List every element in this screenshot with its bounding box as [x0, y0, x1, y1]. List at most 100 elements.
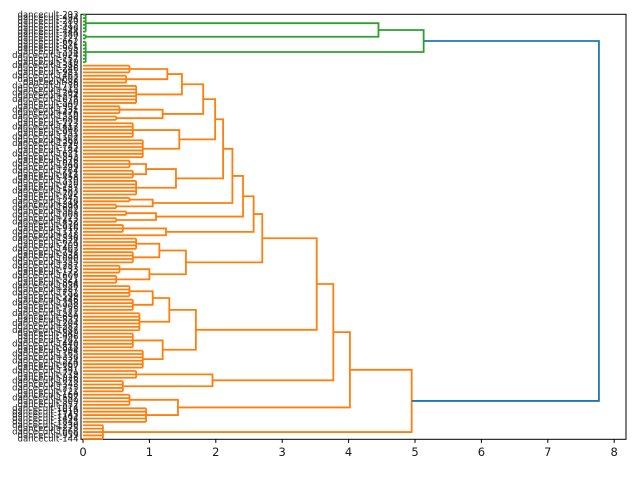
merge-link	[177, 331, 351, 409]
leaf-label: dancecult-127	[18, 34, 79, 44]
leaf-label: dancecult-689	[18, 115, 79, 125]
leaf-label: dancecult-1048	[12, 160, 78, 170]
leaf-label: dancecult-273	[18, 214, 79, 224]
merge-link	[136, 73, 183, 96]
leaf-label: dancecult-1417	[12, 122, 78, 132]
x-tick-label: 5	[411, 445, 418, 459]
leaf-label: dancecult-1068	[12, 428, 78, 438]
leaf-label: dancecult-394	[18, 200, 79, 210]
leaf-label: dancecult-852	[18, 400, 79, 410]
leaf-label: dancecult-1145	[12, 411, 78, 421]
x-tick-label: 0	[79, 445, 86, 459]
leaf-label: dancecult-137	[18, 183, 79, 193]
leaf-label: dancecult-197	[18, 363, 79, 373]
root-link-blue	[411, 40, 600, 402]
leaf-label: dancecult-599	[18, 292, 79, 302]
merge-link	[126, 68, 169, 81]
leaf-label: dancecult-871	[18, 41, 79, 51]
leaf-label: dancecult-446	[18, 295, 79, 305]
leaf-label: dancecult-415	[18, 85, 79, 95]
leaf-label: dancecult-494	[18, 14, 79, 24]
leaf-label: dancecult-348	[18, 231, 79, 241]
leaf-label: dancecult-1403	[12, 244, 78, 254]
leaf-label: dancecult-1752	[12, 289, 78, 299]
leaf-label: dancecult-779	[18, 370, 79, 380]
leaf-label: dancecult-611	[18, 170, 79, 180]
leaf-label: dancecult-382	[18, 322, 79, 332]
x-tick-label: 4	[345, 445, 352, 459]
leaf-label: dancecult-905	[18, 44, 79, 54]
leaf-label: dancecult-996	[18, 333, 79, 343]
leaf-label: dancecult-733	[18, 265, 79, 275]
leaf-label: dancecult-791	[18, 248, 79, 258]
leaf-label: dancecult-261	[18, 336, 79, 346]
leaf-label: dancecult-184	[18, 146, 79, 156]
leaf-label: dancecult-808	[18, 126, 79, 136]
leaf-label: dancecult-1687	[12, 326, 78, 336]
leaf-label: dancecult-496	[18, 24, 79, 34]
leaf-label: dancecult-951	[18, 129, 79, 139]
leaf-label: dancecult-540	[18, 99, 79, 109]
leaf-label: dancecult-380	[18, 31, 79, 41]
leaf-label: dancecult-1571	[12, 309, 78, 319]
leaf-label: dancecult-757	[18, 54, 79, 64]
merge-link	[149, 249, 187, 276]
leaf-label: dancecult-1299	[12, 139, 78, 149]
leaf-label: dancecult-1678	[12, 95, 78, 105]
leaf-label: dancecult-1699	[12, 204, 78, 214]
leaf-label: dancecult-1440	[12, 339, 78, 349]
leaf-label: dancecult-981	[18, 68, 79, 78]
leaf-label: dancecult-1204	[12, 319, 78, 329]
leaf-label: dancecult-246	[18, 65, 79, 75]
leaf-label: dancecult-959	[18, 431, 79, 441]
merge-link	[139, 297, 171, 323]
leaf-label: dancecult-833	[18, 316, 79, 326]
leaf-label: dancecult-160	[18, 390, 79, 400]
leaf-label: dancecult-1609	[12, 272, 78, 282]
leaf-label: dancecult-845	[18, 194, 79, 204]
leaf-label: dancecult-1730	[12, 82, 78, 92]
merge-link	[411, 40, 600, 402]
leaf-label: dancecult-1287	[12, 261, 78, 271]
leaf-label: dancecult-1452	[12, 217, 78, 227]
leaf-label: dancecult-938	[18, 251, 79, 261]
leaf-label: dancecult-519	[18, 58, 79, 68]
axes-spines	[80, 13, 627, 440]
leaf-label: dancecult-830	[18, 221, 79, 231]
leaf-label: dancecult-1165	[12, 350, 78, 360]
orange-cluster	[83, 64, 413, 440]
leaf-label: dancecult-876	[18, 156, 79, 166]
leaf-label: dancecult-1014	[12, 404, 78, 414]
merge-link	[85, 22, 380, 38]
x-tick-label: 8	[611, 445, 618, 459]
leaf-label: dancecult-458	[18, 173, 79, 183]
merge-link	[162, 308, 197, 351]
leaf-label: dancecult-1177	[12, 227, 78, 237]
merge-link	[116, 108, 164, 120]
leaf-label: dancecult-88	[23, 78, 79, 88]
leaf-label: dancecult-476	[18, 109, 79, 119]
leaf-label: dancecult-1090	[12, 255, 78, 265]
leaf-label: dancecult-1008	[12, 210, 78, 220]
merge-link	[166, 195, 255, 233]
leaf-label: dancecult-1036	[12, 282, 78, 292]
leaf-label: dancecult-1358	[12, 299, 78, 309]
leaf-label: dancecult-702	[18, 190, 79, 200]
merge-link	[212, 283, 335, 382]
merge-link	[136, 168, 177, 189]
x-tick-label: 2	[212, 445, 219, 459]
leaf-label: dancecult-818	[18, 343, 79, 353]
merge-link	[179, 98, 217, 141]
leaf-label: dancecult-660	[18, 360, 79, 370]
leaf-label: dancecult-902	[18, 102, 79, 112]
leaf-label: dancecult-144	[18, 434, 79, 444]
x-tick-label: 6	[478, 445, 485, 459]
leaf-label: dancecult-602	[18, 75, 79, 85]
leaf-label: dancecult-1078	[12, 377, 78, 387]
leaf-label: dancecult-521	[18, 275, 79, 285]
leaf-label: dancecult-926	[18, 373, 79, 383]
leaf-labels: dancecult-293dancecult-494dancecult-280d…	[12, 10, 78, 444]
leaf-label: dancecult-864	[18, 278, 79, 288]
leaf-label: dancecult-172	[18, 268, 79, 278]
